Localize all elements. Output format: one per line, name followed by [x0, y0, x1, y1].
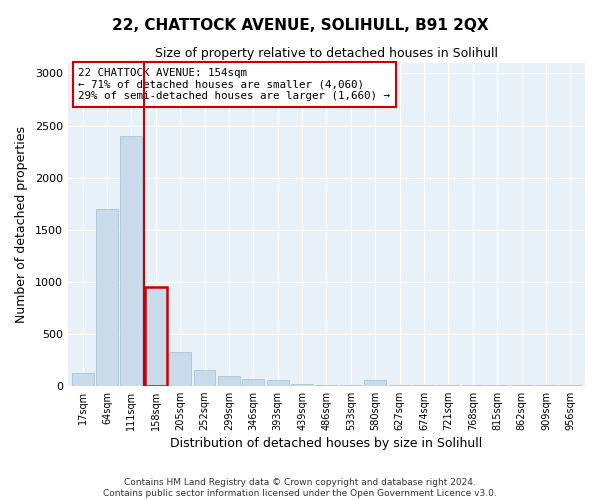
Bar — [145, 287, 167, 386]
Bar — [121, 136, 142, 386]
Bar — [169, 352, 191, 386]
Bar — [413, 385, 435, 386]
Bar — [316, 385, 337, 386]
Bar — [267, 380, 289, 386]
Bar — [218, 376, 240, 386]
Bar — [535, 385, 557, 386]
Text: 22, CHATTOCK AVENUE, SOLIHULL, B91 2QX: 22, CHATTOCK AVENUE, SOLIHULL, B91 2QX — [112, 18, 488, 32]
Bar — [96, 209, 118, 386]
Bar — [194, 370, 215, 386]
Bar — [511, 385, 533, 386]
Bar — [486, 385, 508, 386]
Text: Contains HM Land Registry data © Crown copyright and database right 2024.
Contai: Contains HM Land Registry data © Crown c… — [103, 478, 497, 498]
Bar — [437, 385, 460, 386]
Bar — [340, 385, 362, 386]
X-axis label: Distribution of detached houses by size in Solihull: Distribution of detached houses by size … — [170, 437, 482, 450]
Bar — [364, 380, 386, 386]
Bar — [242, 379, 264, 386]
Text: 22 CHATTOCK AVENUE: 154sqm
← 71% of detached houses are smaller (4,060)
29% of s: 22 CHATTOCK AVENUE: 154sqm ← 71% of deta… — [78, 68, 390, 101]
Bar — [71, 373, 94, 386]
Bar — [559, 385, 581, 386]
Title: Size of property relative to detached houses in Solihull: Size of property relative to detached ho… — [155, 48, 498, 60]
Bar — [462, 385, 484, 386]
Bar — [291, 384, 313, 386]
Bar — [389, 385, 410, 386]
Y-axis label: Number of detached properties: Number of detached properties — [15, 126, 28, 323]
